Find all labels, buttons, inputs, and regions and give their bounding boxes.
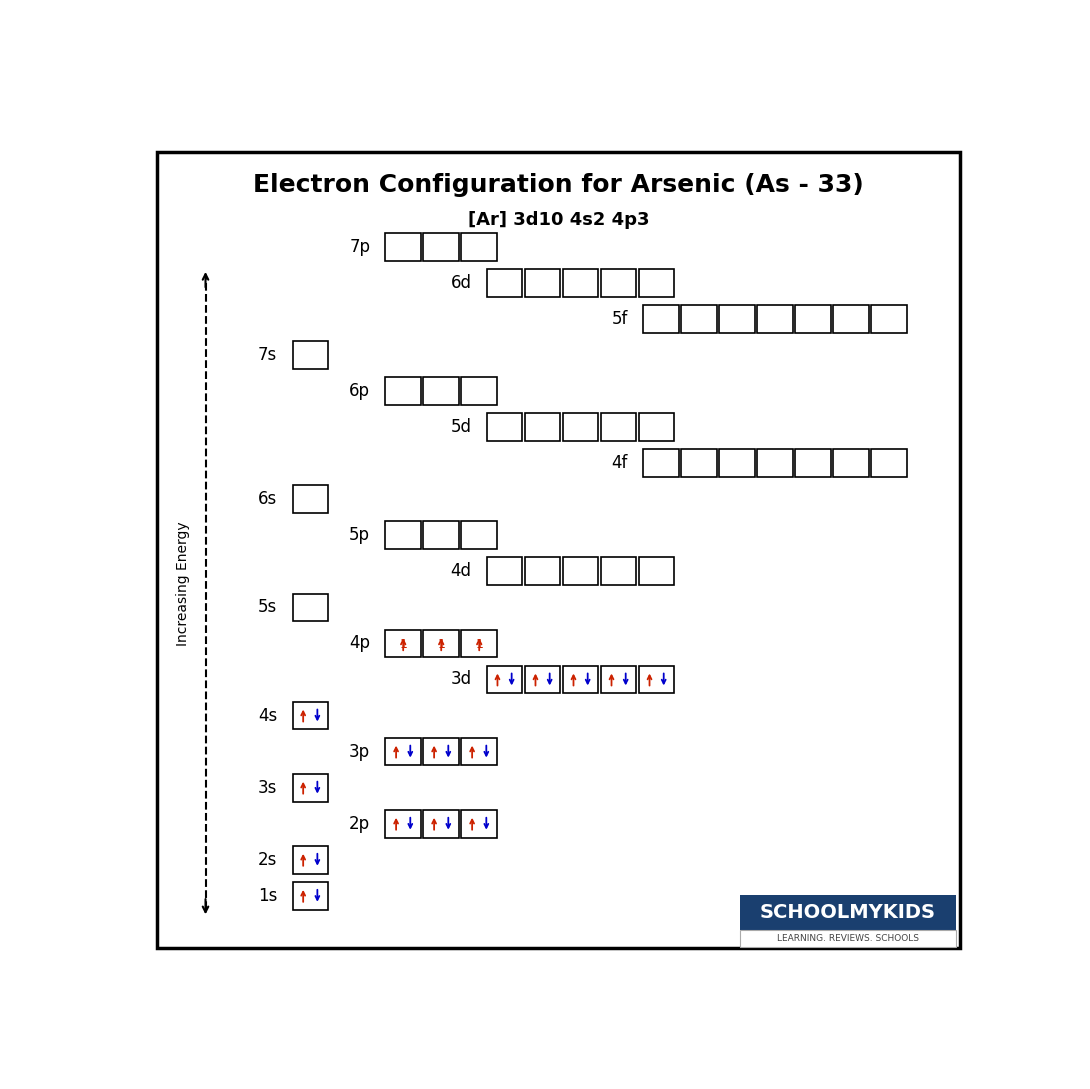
Bar bbox=[525, 269, 560, 296]
Bar bbox=[292, 594, 328, 621]
Bar bbox=[487, 665, 522, 694]
Bar bbox=[643, 450, 679, 477]
Text: 1s: 1s bbox=[258, 886, 277, 905]
Bar bbox=[386, 233, 421, 260]
Bar bbox=[423, 629, 459, 658]
Text: LEARNING. REVIEWS. SCHOOLS: LEARNING. REVIEWS. SCHOOLS bbox=[777, 933, 919, 943]
Text: 1: 1 bbox=[475, 638, 483, 651]
Bar bbox=[681, 450, 716, 477]
Bar bbox=[796, 450, 831, 477]
Text: 2s: 2s bbox=[258, 851, 277, 869]
Text: 5s: 5s bbox=[258, 598, 277, 616]
Text: 2p: 2p bbox=[349, 815, 371, 833]
Text: 7s: 7s bbox=[258, 346, 277, 364]
Text: 4f: 4f bbox=[611, 454, 628, 473]
Text: Increasing Energy: Increasing Energy bbox=[175, 522, 190, 646]
Bar bbox=[740, 894, 956, 930]
Bar bbox=[386, 737, 421, 766]
Bar bbox=[386, 810, 421, 837]
Text: 4d: 4d bbox=[450, 562, 472, 580]
Bar bbox=[461, 629, 497, 658]
Bar bbox=[601, 413, 637, 441]
Text: 6d: 6d bbox=[450, 273, 472, 292]
Bar bbox=[487, 269, 522, 296]
Text: [Ar] 3d10 4s2 4p3: [Ar] 3d10 4s2 4p3 bbox=[468, 211, 650, 230]
Bar bbox=[562, 558, 598, 585]
Text: Electron Configuration for Arsenic (As - 33): Electron Configuration for Arsenic (As -… bbox=[253, 173, 864, 197]
Bar bbox=[461, 522, 497, 549]
Bar bbox=[386, 629, 421, 658]
Bar bbox=[292, 701, 328, 730]
Bar bbox=[639, 665, 675, 694]
Bar bbox=[292, 846, 328, 873]
Bar bbox=[525, 413, 560, 441]
Bar bbox=[292, 341, 328, 369]
Bar bbox=[423, 233, 459, 260]
Text: 1: 1 bbox=[437, 638, 445, 651]
Bar bbox=[487, 413, 522, 441]
Text: 4s: 4s bbox=[258, 707, 277, 724]
Bar bbox=[639, 413, 675, 441]
Bar bbox=[423, 737, 459, 766]
Bar bbox=[292, 486, 328, 513]
Text: 6s: 6s bbox=[258, 490, 277, 509]
Bar bbox=[386, 522, 421, 549]
Bar bbox=[601, 665, 637, 694]
Bar bbox=[461, 810, 497, 837]
Bar bbox=[740, 930, 956, 946]
Bar bbox=[525, 558, 560, 585]
Bar bbox=[833, 305, 869, 333]
Text: 6p: 6p bbox=[349, 382, 371, 400]
Text: SCHOOLMYKIDS: SCHOOLMYKIDS bbox=[760, 903, 936, 921]
Text: 3d: 3d bbox=[450, 671, 472, 688]
Bar bbox=[871, 305, 907, 333]
Text: 5p: 5p bbox=[349, 526, 371, 544]
Bar bbox=[719, 450, 754, 477]
Bar bbox=[601, 558, 637, 585]
Bar bbox=[292, 774, 328, 802]
Text: 3s: 3s bbox=[258, 779, 277, 797]
Text: 1: 1 bbox=[399, 638, 408, 651]
Bar bbox=[758, 305, 792, 333]
Bar bbox=[423, 810, 459, 837]
Text: 5d: 5d bbox=[450, 418, 472, 436]
Bar bbox=[386, 377, 421, 405]
Bar bbox=[639, 558, 675, 585]
Text: 5f: 5f bbox=[611, 310, 628, 328]
Bar bbox=[562, 413, 598, 441]
Bar bbox=[292, 882, 328, 909]
Bar bbox=[461, 377, 497, 405]
Bar bbox=[643, 305, 679, 333]
Bar bbox=[423, 522, 459, 549]
Bar bbox=[562, 269, 598, 296]
Bar bbox=[719, 305, 754, 333]
Bar bbox=[601, 269, 637, 296]
Bar bbox=[833, 450, 869, 477]
Bar bbox=[423, 377, 459, 405]
Bar bbox=[871, 450, 907, 477]
Bar bbox=[562, 665, 598, 694]
Bar bbox=[461, 737, 497, 766]
Bar bbox=[796, 305, 831, 333]
Text: 3p: 3p bbox=[349, 743, 371, 760]
Text: 7p: 7p bbox=[349, 237, 371, 256]
Bar bbox=[487, 558, 522, 585]
Bar bbox=[525, 665, 560, 694]
Bar bbox=[681, 305, 716, 333]
Text: 4p: 4p bbox=[349, 635, 371, 652]
Bar bbox=[758, 450, 792, 477]
Bar bbox=[461, 233, 497, 260]
Bar bbox=[639, 269, 675, 296]
